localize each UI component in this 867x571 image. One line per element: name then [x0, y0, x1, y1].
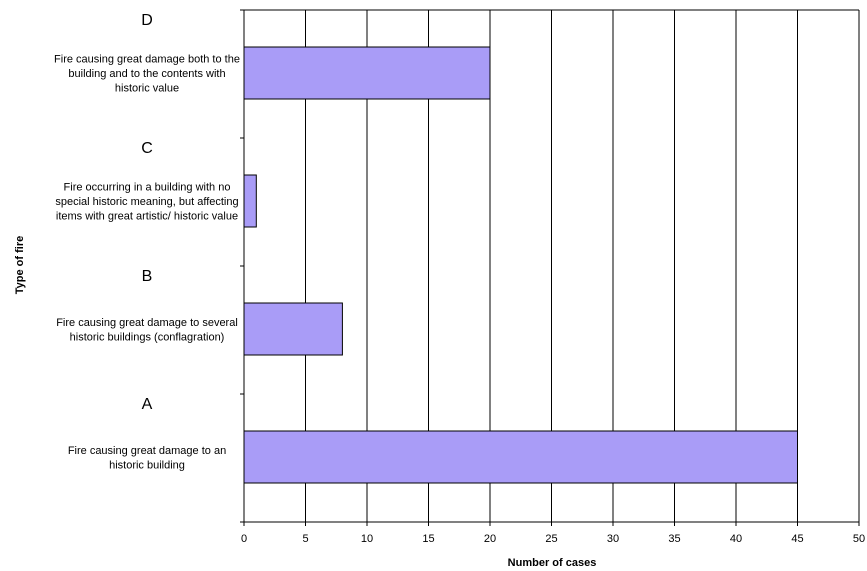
- category-labels: D Fire causing great damage both to the bu…: [54, 12, 240, 471]
- category-letter-c: C: [141, 140, 153, 157]
- x-tick-label: 0: [241, 533, 247, 545]
- x-tick-label: 45: [791, 533, 803, 545]
- category-description-line: Fire causing great damage both to the: [54, 54, 240, 66]
- category-description-line: historic building: [109, 459, 185, 471]
- category-description-line: Fire causing great damage to an: [68, 445, 226, 457]
- category-letter-b: B: [142, 268, 153, 285]
- x-tick-label: 30: [607, 533, 619, 545]
- x-tick-label: 15: [422, 533, 434, 545]
- x-tick-label: 40: [730, 533, 742, 545]
- bar-d: [243, 46, 491, 100]
- x-tick-label: 5: [302, 533, 308, 545]
- x-tick-label: 25: [545, 533, 557, 545]
- y-axis-title: Type of fire: [14, 236, 26, 294]
- x-tick-label: 35: [668, 533, 680, 545]
- category-description-line: Fire occurring in a building with no: [64, 182, 231, 194]
- bar-b: [243, 302, 343, 356]
- category-description-line: special historic meaning, but affecting: [55, 196, 238, 208]
- x-tick-label: 10: [361, 533, 373, 545]
- category-letter-d: D: [141, 12, 153, 29]
- category-description-line: Fire causing great damage to several: [56, 317, 238, 329]
- x-tick-label: 20: [484, 533, 496, 545]
- x-tick-labels: 0 5 10 15 20 25 30 35 40 45 50: [241, 522, 865, 545]
- category-description-line: historic value: [115, 83, 179, 95]
- category-description-line: historic buildings (conflagration): [70, 331, 225, 343]
- bar-c: [243, 174, 257, 228]
- x-tick-label: 50: [853, 533, 865, 545]
- x-axis-title: Number of cases: [508, 557, 597, 569]
- bars: [243, 46, 798, 484]
- bar-a: [243, 430, 798, 484]
- category-description-line: building and to the contents with: [68, 68, 225, 80]
- category-description-line: items with great artistic/ historic valu…: [56, 211, 238, 223]
- category-letter-a: A: [142, 396, 153, 413]
